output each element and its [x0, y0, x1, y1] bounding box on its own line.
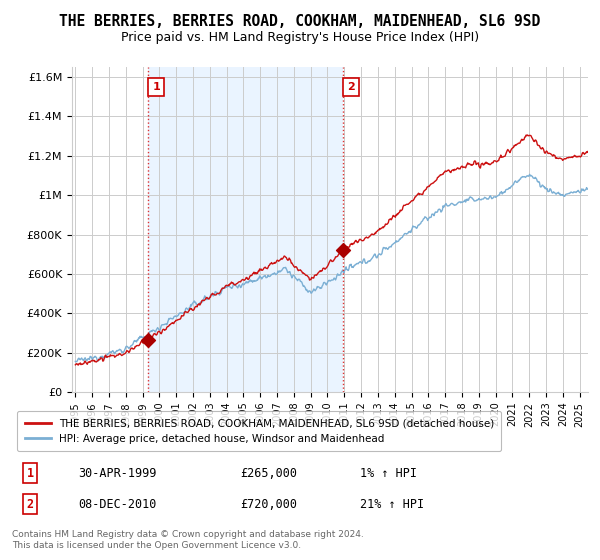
Legend: THE BERRIES, BERRIES ROAD, COOKHAM, MAIDENHEAD, SL6 9SD (detached house), HPI: A: THE BERRIES, BERRIES ROAD, COOKHAM, MAID… — [17, 411, 502, 451]
Text: This data is licensed under the Open Government Licence v3.0.: This data is licensed under the Open Gov… — [12, 541, 301, 550]
Text: 2: 2 — [26, 497, 34, 511]
Text: 1: 1 — [152, 82, 160, 92]
Text: 21% ↑ HPI: 21% ↑ HPI — [360, 497, 424, 511]
Bar — [148, 67, 343, 392]
Text: £720,000: £720,000 — [240, 497, 297, 511]
Text: 2: 2 — [347, 82, 355, 92]
Text: Contains HM Land Registry data © Crown copyright and database right 2024.: Contains HM Land Registry data © Crown c… — [12, 530, 364, 539]
Text: 08-DEC-2010: 08-DEC-2010 — [78, 497, 157, 511]
Text: Price paid vs. HM Land Registry's House Price Index (HPI): Price paid vs. HM Land Registry's House … — [121, 31, 479, 44]
Text: 1% ↑ HPI: 1% ↑ HPI — [360, 466, 417, 480]
Text: 1: 1 — [26, 466, 34, 480]
Text: 30-APR-1999: 30-APR-1999 — [78, 466, 157, 480]
Point — [143, 335, 153, 344]
Text: THE BERRIES, BERRIES ROAD, COOKHAM, MAIDENHEAD, SL6 9SD: THE BERRIES, BERRIES ROAD, COOKHAM, MAID… — [59, 14, 541, 29]
Point — [338, 246, 348, 255]
Text: £265,000: £265,000 — [240, 466, 297, 480]
